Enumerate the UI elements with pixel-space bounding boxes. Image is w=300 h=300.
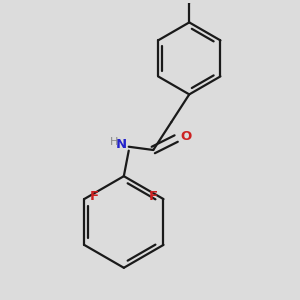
Text: H: H [110, 137, 118, 147]
Text: F: F [90, 190, 99, 203]
Text: F: F [148, 190, 158, 203]
Text: N: N [116, 138, 127, 151]
Text: O: O [181, 130, 192, 143]
